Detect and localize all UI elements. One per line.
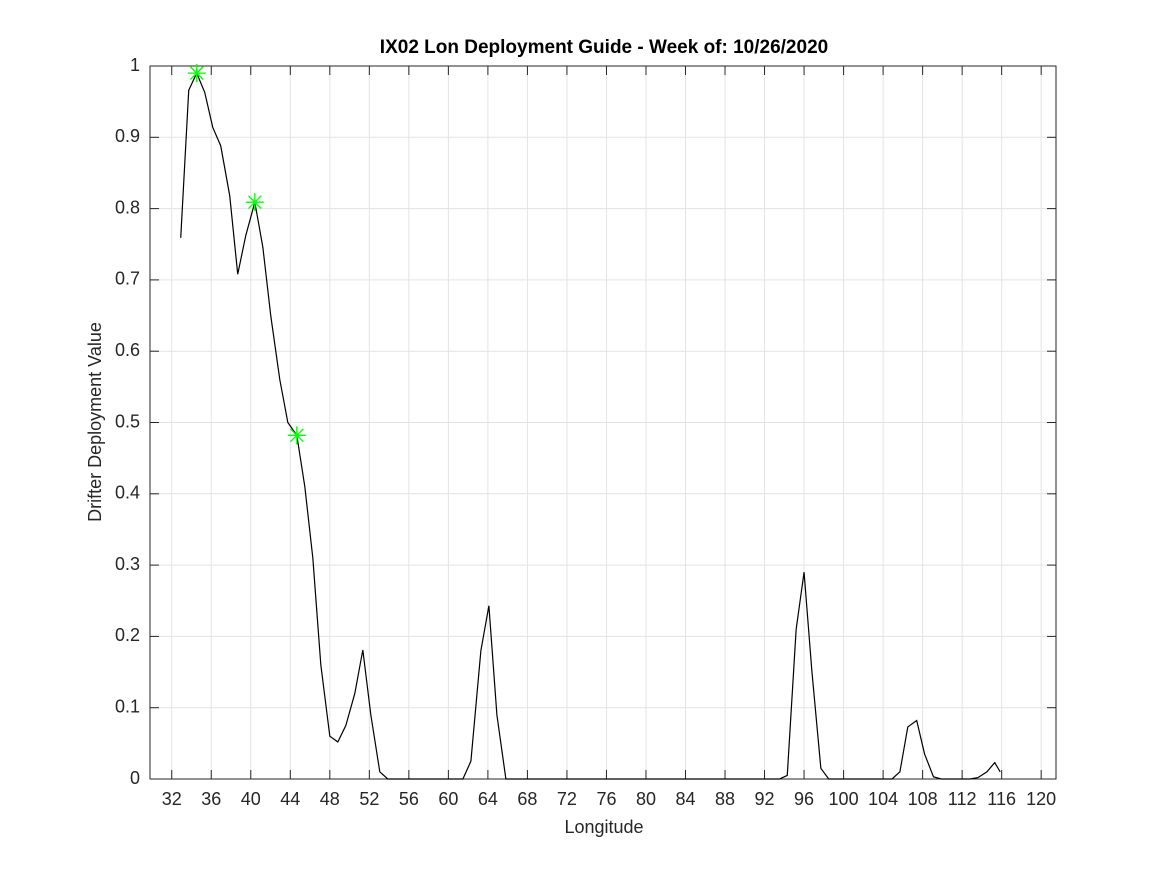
y-tick-label: 0.4: [115, 483, 140, 503]
x-tick-label: 96: [794, 789, 814, 809]
star-marker: [245, 193, 264, 212]
star-marker: [187, 64, 206, 83]
x-tick-label: 60: [438, 789, 458, 809]
y-tick-label: 0.7: [115, 269, 140, 289]
x-tick-label: 100: [829, 789, 859, 809]
x-tick-label: 72: [557, 789, 577, 809]
x-tick-label: 104: [868, 789, 898, 809]
x-tick-label: 40: [241, 789, 261, 809]
y-tick-label: 0.5: [115, 411, 140, 431]
x-tick-label: 32: [162, 789, 182, 809]
y-tick-label: 0.2: [115, 625, 140, 645]
y-tick-label: 1: [130, 55, 140, 75]
x-tick-label: 80: [636, 789, 656, 809]
x-tick-label: 52: [359, 789, 379, 809]
star-marker: [287, 426, 306, 445]
x-tick-label: 64: [478, 789, 498, 809]
x-tick-label: 92: [755, 789, 775, 809]
x-tick-label: 88: [715, 789, 735, 809]
x-tick-label: 68: [517, 789, 537, 809]
x-axis-label: Longitude: [564, 817, 643, 837]
x-tick-label: 44: [280, 789, 300, 809]
x-tick-label: 56: [399, 789, 419, 809]
x-tick-label: 36: [201, 789, 221, 809]
x-tick-label: 84: [675, 789, 695, 809]
y-tick-label: 0.8: [115, 197, 140, 217]
y-tick-label: 0.9: [115, 126, 140, 146]
y-axis-label: Drifter Deployment Value: [85, 322, 105, 522]
x-tick-label: 76: [596, 789, 616, 809]
y-tick-label: 0.6: [115, 340, 140, 360]
x-tick-label: 120: [1026, 789, 1056, 809]
data-line: [180, 71, 1001, 780]
y-tick-label: 0: [130, 768, 140, 788]
y-tick-label: 0.1: [115, 696, 140, 716]
x-tick-label: 116: [987, 789, 1016, 809]
chart-title: IX02 Lon Deployment Guide - Week of: 10/…: [380, 37, 828, 58]
x-tick-label: 112: [948, 789, 977, 809]
x-tick-label: 108: [908, 789, 938, 809]
y-tick-label: 0.3: [115, 554, 140, 574]
x-tick-label: 48: [320, 789, 340, 809]
